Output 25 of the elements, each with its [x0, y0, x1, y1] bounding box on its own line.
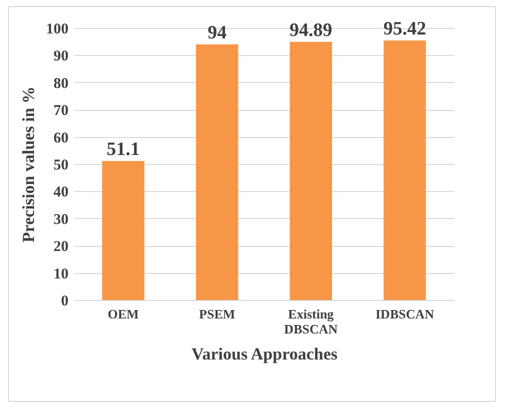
- y-tick-label: 20: [54, 239, 68, 256]
- bar: [196, 44, 238, 300]
- bar: [102, 161, 144, 300]
- bar: [290, 42, 332, 300]
- x-axis-title: Various Approaches: [192, 344, 338, 364]
- data-label: 51.1: [106, 139, 140, 160]
- y-tick-label: 50: [54, 158, 68, 174]
- y-tick-label: 0: [61, 294, 68, 310]
- y-tick-label: 60: [54, 130, 68, 146]
- y-tick-label: 40: [54, 184, 68, 201]
- x-tick-label: PSEM: [199, 306, 236, 322]
- y-tick-label: 80: [54, 76, 68, 92]
- y-tick-label: 30: [54, 212, 68, 228]
- data-label: 94: [208, 22, 228, 44]
- y-tick-label: 70: [54, 103, 68, 120]
- x-tick-label: OEM: [108, 306, 139, 322]
- data-label: 95.42: [383, 18, 426, 40]
- x-tick-label: IDBSCAN: [375, 306, 435, 322]
- y-tick-label: 100: [46, 22, 68, 38]
- data-label: 94.89: [290, 20, 332, 41]
- x-tick-label: Existing DBSCAN: [284, 306, 338, 336]
- y-tick-label: 10: [54, 266, 68, 282]
- y-axis-title: Precision values in %: [19, 86, 38, 242]
- y-tick-label: 90: [54, 48, 68, 65]
- bar: [384, 40, 426, 300]
